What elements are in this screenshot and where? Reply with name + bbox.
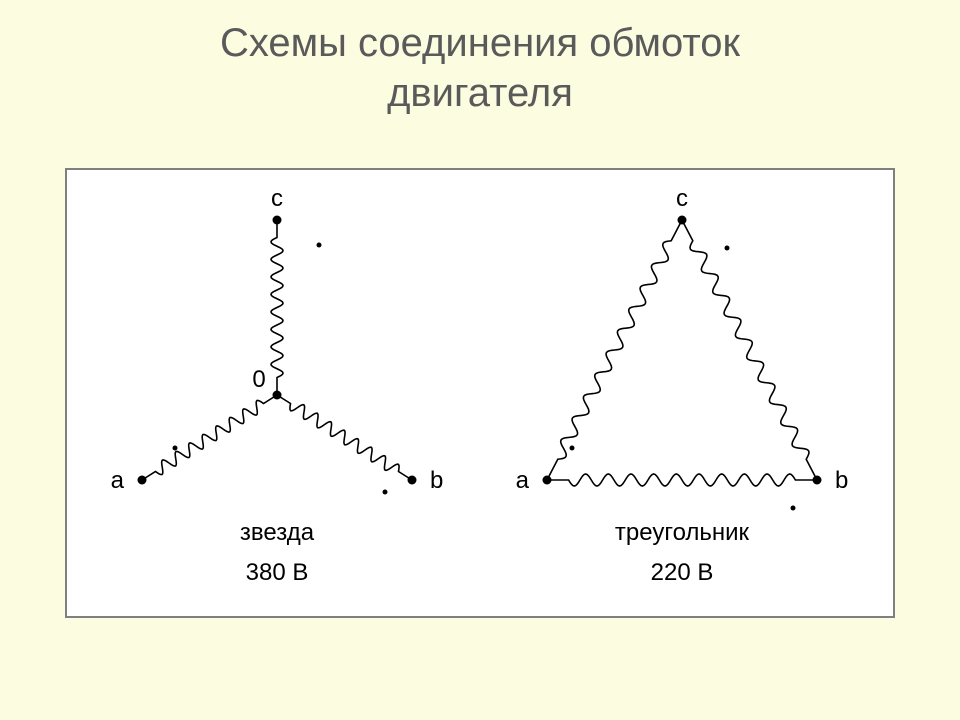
terminal-node <box>138 476 147 485</box>
diagram-label: b <box>835 467 848 494</box>
polarity-dot <box>173 446 178 451</box>
diagram-label: c <box>676 185 688 212</box>
coil <box>547 220 682 480</box>
diagram-label: a <box>111 467 125 494</box>
polarity-dot <box>725 246 730 251</box>
terminal-node <box>273 391 282 400</box>
polarity-dot <box>570 446 575 451</box>
terminal-node <box>678 216 687 225</box>
terminal-node <box>543 476 552 485</box>
coil <box>277 395 412 480</box>
coil <box>142 395 277 480</box>
coil <box>271 220 283 395</box>
title-line-1: Схемы соединения обмоток <box>220 21 740 65</box>
diagram-label: 220 В <box>651 559 714 586</box>
diagram-label: звезда <box>240 519 315 546</box>
title-line-2: двигателя <box>387 71 573 115</box>
diagram-label: b <box>430 467 443 494</box>
diagram-label: 380 В <box>246 559 309 586</box>
diagram-label: c <box>271 185 283 212</box>
coil <box>682 220 817 480</box>
diagram-label: 0 <box>252 366 265 393</box>
terminal-node <box>408 476 417 485</box>
slide-page: Схемы соединения обмоток двигателя 0 c a b з… <box>0 0 960 720</box>
coil <box>547 474 817 486</box>
terminal-node <box>813 476 822 485</box>
diagram-panel: 0 c a b звезда 380 В c a b треугольник 220 В <box>65 168 895 618</box>
polarity-dot <box>317 243 322 248</box>
slide-title: Схемы соединения обмоток двигателя <box>0 18 960 118</box>
diagram-label: треугольник <box>615 519 750 546</box>
diagram-label: a <box>516 467 530 494</box>
terminal-node <box>273 216 282 225</box>
polarity-dot <box>383 490 388 495</box>
winding-diagram: 0 c a b звезда 380 В c a b треугольник 220 В <box>67 170 893 616</box>
polarity-dot <box>791 506 796 511</box>
